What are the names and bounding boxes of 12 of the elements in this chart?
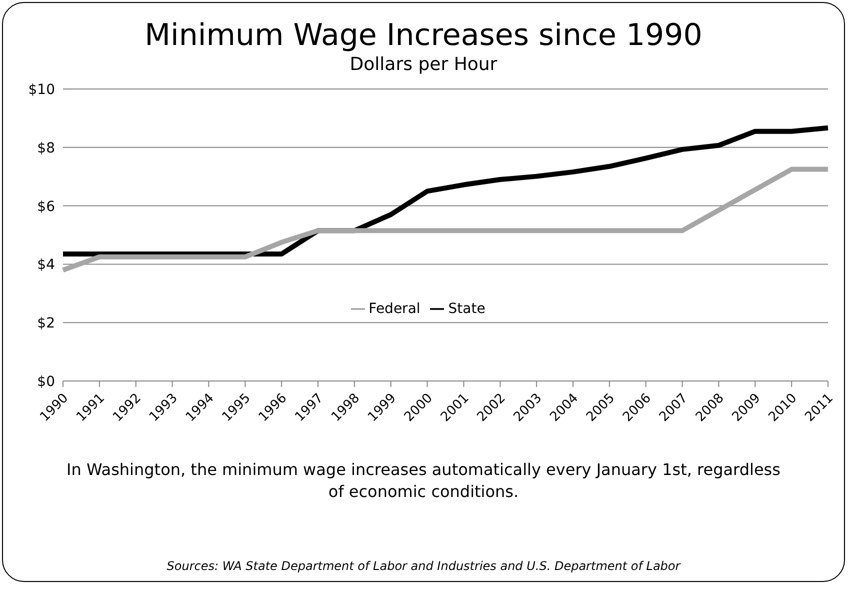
chart-subtitle: Dollars per Hour xyxy=(348,53,498,77)
y-tick-label: $0 xyxy=(37,374,55,390)
chart-title: Minimum Wage Increases since 1990 xyxy=(144,18,704,53)
y-tick-label: $6 xyxy=(37,198,56,215)
source-note: Sources: WA State Department of Labor and Industries and U.S. Department of Labor xyxy=(166,559,682,573)
legend-label: State xyxy=(448,301,486,317)
y-tick-label: $2 xyxy=(37,316,55,332)
legend-label: Federal xyxy=(368,301,420,317)
text: In Washington, the minimum wage increases automatically every January 1st, regardless of economic conditions. xyxy=(66,459,782,503)
y-tick-label: $10 xyxy=(28,82,55,98)
y-tick-label: $4 xyxy=(37,257,56,274)
y-tick-label: $8 xyxy=(37,140,55,156)
